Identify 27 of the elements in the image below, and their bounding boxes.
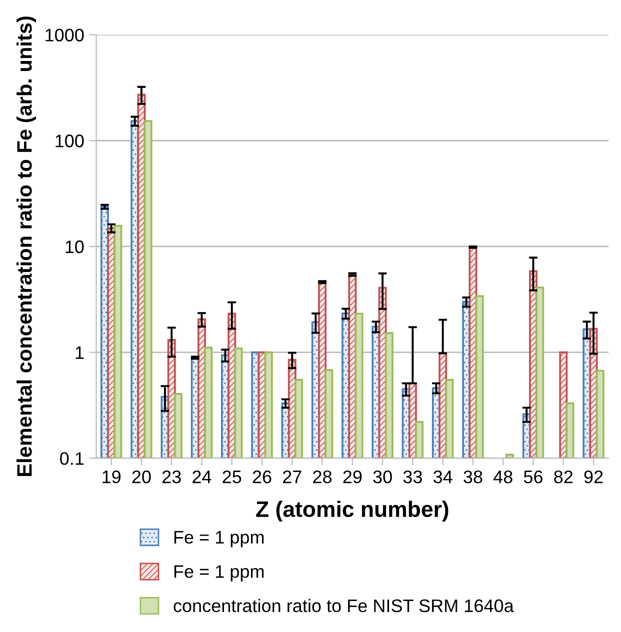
legend-label: Fe = 1 ppm <box>174 531 264 548</box>
x-tick-label: 20 <box>132 470 151 484</box>
x-tick-label: 25 <box>222 470 242 484</box>
x-tick-label: 28 <box>313 470 332 484</box>
legend-label: concentration ratio to Fe NIST SRM 1640a <box>174 598 514 612</box>
y-tick-label: 0.1 <box>60 452 84 465</box>
x-tick-label: 34 <box>433 470 452 484</box>
x-tick-label: 26 <box>252 470 272 484</box>
x-tick-label: 24 <box>192 470 212 484</box>
y-tick-label: 100 <box>56 134 84 148</box>
x-tick-label: 48 <box>493 470 512 484</box>
x-tick-label: 92 <box>584 470 603 484</box>
x-tick-label: 23 <box>162 470 181 484</box>
y-tick-label: 1000 <box>46 28 84 42</box>
x-tick-label: 33 <box>403 470 422 484</box>
x-tick-label: 19 <box>102 470 121 484</box>
x-tick-label: 29 <box>343 470 362 484</box>
x-tick-label: 82 <box>554 470 573 484</box>
x-tick-label: 38 <box>464 470 482 484</box>
y-tick-label: 10 <box>66 240 84 254</box>
y-tick-label: 1 <box>76 346 84 359</box>
legend-label: Fe = 1 ppm <box>174 565 264 582</box>
x-tick-label: 27 <box>283 470 302 484</box>
x-axis-title: Z (atomic number) <box>256 500 448 522</box>
y-axis-title: Elemental concentration ratio to Fe (arb. units) <box>16 16 36 476</box>
x-tick-label: 56 <box>524 470 542 484</box>
x-tick-label: 30 <box>373 470 392 484</box>
